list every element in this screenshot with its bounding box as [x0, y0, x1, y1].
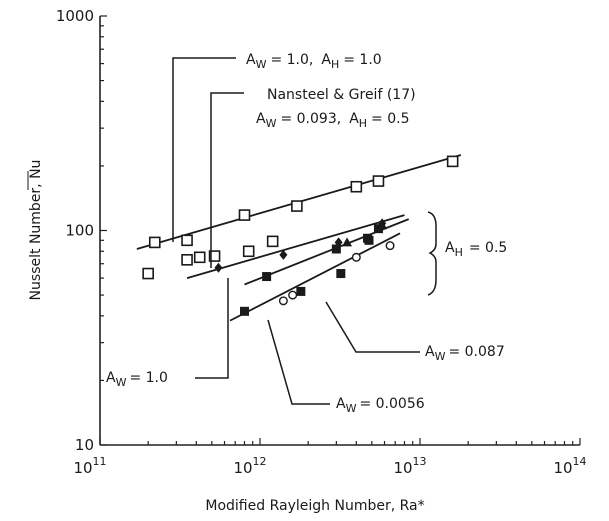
data-point-s0-2 — [238, 209, 251, 221]
data-point-s0-0 — [148, 236, 161, 249]
data-point-s1-4 — [242, 245, 255, 258]
data-point-s1-5 — [266, 235, 279, 248]
fit-line-2 — [186, 214, 405, 279]
x-tick-label-3: 1014 — [553, 455, 586, 477]
annotation-aw-1: AW = 1.0 — [106, 370, 168, 389]
data-point-s4-1 — [377, 220, 388, 230]
fit-line-5 — [229, 232, 401, 322]
annotation-aw1-ah1: AW = 1.0, AH = 1.0 — [246, 52, 382, 71]
data-point-s3-1 — [331, 244, 341, 254]
annotation-leaders — [172, 57, 437, 405]
y-axis-label: Nusselt Number, Nu — [28, 160, 44, 301]
y-tick-label-2: 1000 — [56, 7, 94, 25]
data-point-s1-3 — [208, 250, 221, 262]
data-point-s1-0 — [142, 267, 154, 280]
leader-aw-00056 — [267, 319, 330, 405]
data-point-s0-5 — [372, 175, 385, 187]
data-point-s3-0 — [262, 272, 272, 282]
tick-labels: 1011 1012 1013 1014 10 100 1000 — [56, 7, 587, 477]
data-point-s0-3 — [291, 200, 303, 212]
y-tick-label-0: 10 — [75, 436, 94, 454]
leader-aw-0087 — [325, 301, 420, 353]
annotation-aw-00056: AW = 0.0056 — [336, 396, 425, 415]
x-tick-label-1: 1012 — [233, 455, 266, 477]
data-point-s5-0 — [278, 296, 288, 306]
annotation-aw-0087: AW = 0.087 — [425, 344, 505, 363]
axis-ticks — [99, 15, 581, 446]
data-point-s1-1 — [181, 254, 193, 266]
data-point-s6-2 — [336, 269, 346, 279]
data-point-s5-3 — [385, 241, 395, 251]
x-tick-label-2: 1013 — [393, 455, 426, 477]
leader-nansteel — [210, 92, 244, 268]
annotation-ah-05: AH = 0.5 — [445, 240, 507, 259]
data-point-s0-4 — [350, 180, 363, 193]
leader-aw-1 — [195, 278, 229, 379]
x-axis-label: Modified Rayleigh Number, Ra* — [205, 498, 424, 514]
data-point-s5-1 — [288, 290, 298, 300]
bracket-ah — [427, 211, 437, 296]
data-point-s2-1 — [279, 249, 288, 260]
data-point-s0-6 — [446, 155, 459, 168]
x-tick-label-0: 1011 — [73, 455, 106, 477]
data-point-s0-1 — [181, 234, 193, 247]
data-points — [142, 155, 459, 316]
annotation-nansteel-params: AW = 0.093, AH = 0.5 — [256, 111, 410, 130]
data-point-s6-3 — [364, 235, 374, 245]
leader-aw1-ah1 — [172, 57, 236, 242]
data-point-s6-1 — [296, 286, 306, 296]
data-point-s2-0 — [214, 262, 223, 273]
data-point-s6-0 — [239, 306, 249, 316]
data-point-s5-2 — [351, 252, 361, 262]
y-tick-label-1: 100 — [65, 222, 94, 240]
data-point-s4-0 — [342, 237, 353, 247]
data-point-s1-2 — [193, 251, 206, 264]
annotation-nansteel-title: Nansteel & Greif (17) — [267, 87, 416, 103]
